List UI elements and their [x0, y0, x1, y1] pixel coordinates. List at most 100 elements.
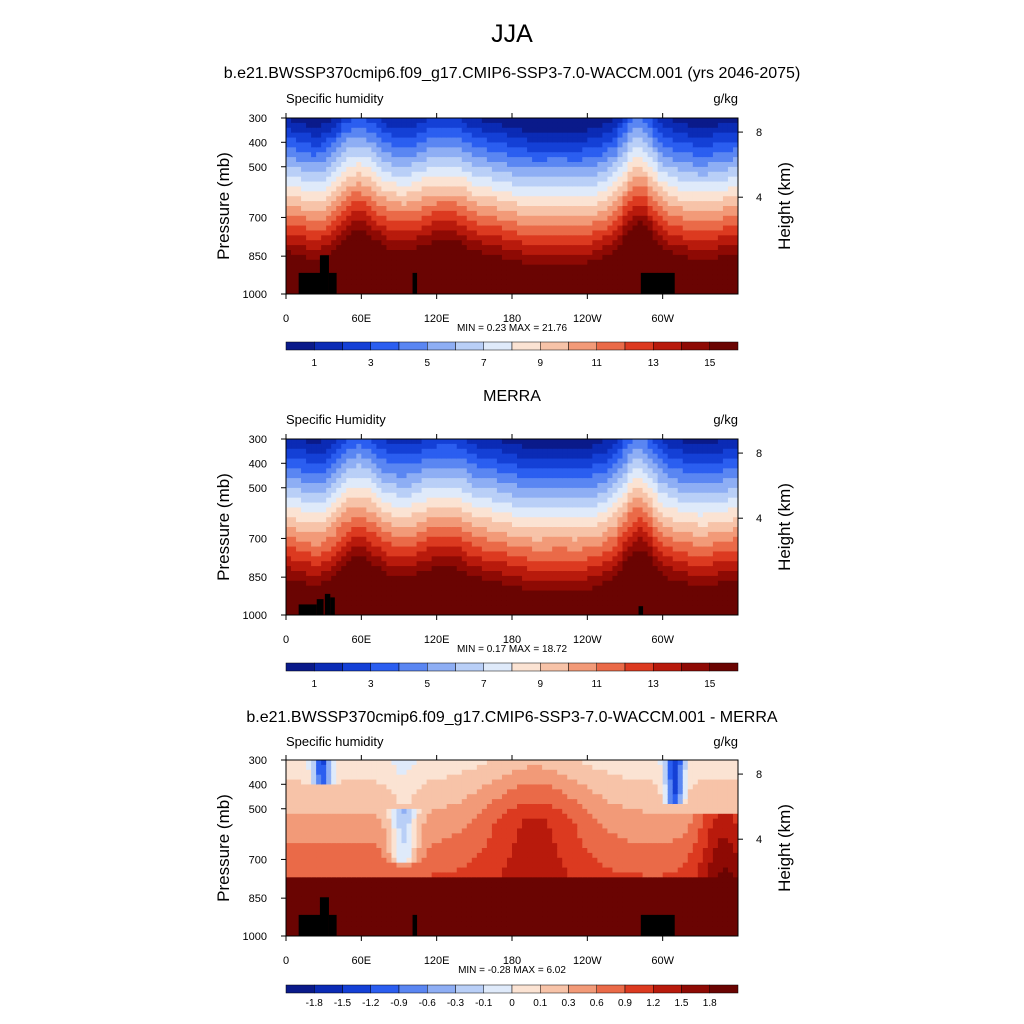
- field-cell: [667, 259, 674, 266]
- field-cell: [722, 230, 729, 236]
- field-cell: [501, 206, 508, 212]
- field-cell: [371, 448, 377, 455]
- field-cell: [441, 147, 448, 153]
- field-cell: [667, 152, 674, 158]
- field-cell: [401, 531, 408, 538]
- field-cell: [351, 473, 357, 479]
- main-title: JJA: [491, 20, 533, 48]
- field-cell: [441, 497, 448, 504]
- field-cell: [436, 132, 443, 139]
- field-cell: [401, 517, 408, 523]
- field-cell: [587, 118, 593, 124]
- field-cell: [602, 196, 609, 202]
- field-cell: [672, 206, 679, 212]
- field-cell: [356, 556, 362, 562]
- field-cell: [637, 142, 644, 148]
- field-cell: [506, 585, 513, 592]
- field-cell: [542, 289, 548, 294]
- field-cell: [411, 483, 418, 489]
- field-cell: [722, 186, 729, 192]
- field-cell: [426, 201, 433, 207]
- field-cell: [652, 137, 659, 144]
- field-cell: [386, 254, 393, 261]
- field-cell: [321, 541, 327, 548]
- field-cell: [416, 463, 423, 469]
- field-cell: [522, 240, 528, 246]
- field-cell: [396, 580, 403, 587]
- field-cell: [557, 166, 563, 173]
- field-cell: [557, 176, 563, 183]
- field-cell: [286, 448, 292, 455]
- field-cell: [476, 157, 483, 163]
- field-cell: [286, 147, 292, 153]
- field-cell: [426, 269, 433, 276]
- field-cell: [436, 458, 443, 465]
- field-cell: [637, 181, 644, 188]
- field-cell: [336, 458, 342, 465]
- field-cell: [351, 566, 357, 572]
- field-cell: [391, 600, 398, 606]
- field-cell: [461, 448, 468, 455]
- field-cell: [391, 176, 398, 183]
- field-cell: [506, 512, 513, 518]
- field-cell: [391, 590, 398, 597]
- field-cell: [632, 220, 639, 227]
- field-cell: [296, 245, 302, 251]
- field-cell: [486, 580, 493, 587]
- field-cell: [386, 274, 393, 280]
- field-cell: [386, 536, 393, 543]
- field-cell: [532, 269, 538, 276]
- field-cell: [481, 546, 488, 553]
- field-cell: [456, 473, 463, 479]
- field-cell: [722, 142, 729, 148]
- field-cell: [471, 463, 478, 469]
- field-cell: [722, 137, 729, 144]
- field-cell: [361, 502, 367, 509]
- field-cell: [436, 595, 443, 601]
- field-cell: [481, 541, 488, 548]
- field-cell: [291, 551, 297, 557]
- field-cell: [537, 142, 543, 148]
- field-cell: [381, 575, 388, 582]
- field-cell: [381, 512, 388, 518]
- field-cell: [677, 289, 684, 294]
- field-cell: [296, 561, 302, 567]
- field-cell: [622, 245, 629, 251]
- field-cell: [376, 443, 383, 450]
- field-cell: [702, 269, 709, 276]
- field-cell: [567, 289, 573, 294]
- field-cell: [361, 566, 367, 572]
- field-cell: [702, 274, 709, 280]
- field-cell: [456, 122, 463, 129]
- field-cell: [416, 166, 423, 173]
- field-cell: [341, 487, 347, 494]
- field-cell: [577, 215, 583, 222]
- field-cell: [311, 201, 317, 207]
- field-cell: [717, 254, 724, 261]
- field-cell: [702, 191, 709, 197]
- field-cell: [416, 517, 423, 523]
- field-cell: [421, 152, 428, 158]
- field-cell: [517, 201, 523, 207]
- field-cell: [481, 580, 488, 587]
- colorbar-box: [398, 341, 428, 351]
- field-cell: [491, 191, 498, 197]
- field-cell: [642, 254, 649, 261]
- field-cell: [496, 289, 503, 294]
- field-cell: [326, 215, 332, 222]
- field-cell: [406, 254, 413, 261]
- field-cell: [456, 215, 463, 222]
- field-cell: [552, 264, 558, 271]
- field-cell: [456, 152, 463, 158]
- field-cell: [286, 443, 292, 450]
- x-tick-label: 120W: [573, 313, 602, 325]
- field-cell: [486, 531, 493, 538]
- field-cell: [341, 556, 347, 562]
- field-cell: [351, 245, 357, 251]
- field-cell: [461, 201, 468, 207]
- field-cell: [431, 463, 438, 469]
- field-cell: [512, 473, 518, 479]
- field-cell: [301, 127, 307, 134]
- field-cell: [321, 566, 327, 572]
- field-cell: [512, 176, 518, 183]
